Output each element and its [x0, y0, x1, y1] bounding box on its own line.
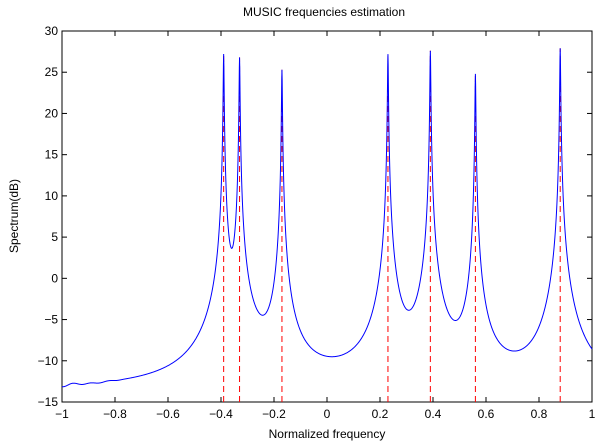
- x-tick-label: 0.8: [531, 407, 548, 421]
- x-tick-label: −1: [55, 407, 69, 421]
- ticks-group: [61, 30, 593, 403]
- y-tick-label: −15: [38, 395, 59, 409]
- y-tick-labels: −15 −10 −5 0 5 10 15 20 25 30: [38, 24, 59, 409]
- y-tick-label: 20: [45, 106, 59, 120]
- x-tick-label: −0.2: [262, 407, 286, 421]
- plot-area: [61, 30, 593, 403]
- axes-box: [61, 30, 593, 403]
- y-tick-label: 10: [45, 189, 59, 203]
- x-tick-label: 0.4: [425, 407, 442, 421]
- y-tick-label: 30: [45, 24, 59, 38]
- x-axis-label: Normalized frequency: [269, 427, 386, 441]
- x-tick-label: 0.2: [372, 407, 389, 421]
- x-tick-label: −0.4: [209, 407, 233, 421]
- y-tick-label: 5: [51, 230, 58, 244]
- y-tick-label: −10: [38, 354, 59, 368]
- x-tick-label: −0.8: [103, 407, 127, 421]
- spectrum-line: [61, 48, 593, 388]
- chart-title: MUSIC frequencies estimation: [243, 5, 405, 19]
- x-tick-label: 1: [589, 407, 595, 421]
- x-tick-label: 0: [324, 407, 331, 421]
- true-frequency-markers: [223, 48, 561, 402]
- y-tick-label: 25: [45, 65, 59, 79]
- x-tick-label: −0.6: [156, 407, 180, 421]
- y-tick-label: 0: [51, 271, 58, 285]
- x-tick-label: 0.6: [478, 407, 495, 421]
- x-tick-labels: −1 −0.8 −0.6 −0.4 −0.2 0 0.2 0.4 0.6 0.8 1: [55, 407, 595, 421]
- y-axis-label: Spectrum(dB): [7, 179, 21, 253]
- y-tick-label: 15: [45, 148, 59, 162]
- y-tick-label: −5: [44, 313, 58, 327]
